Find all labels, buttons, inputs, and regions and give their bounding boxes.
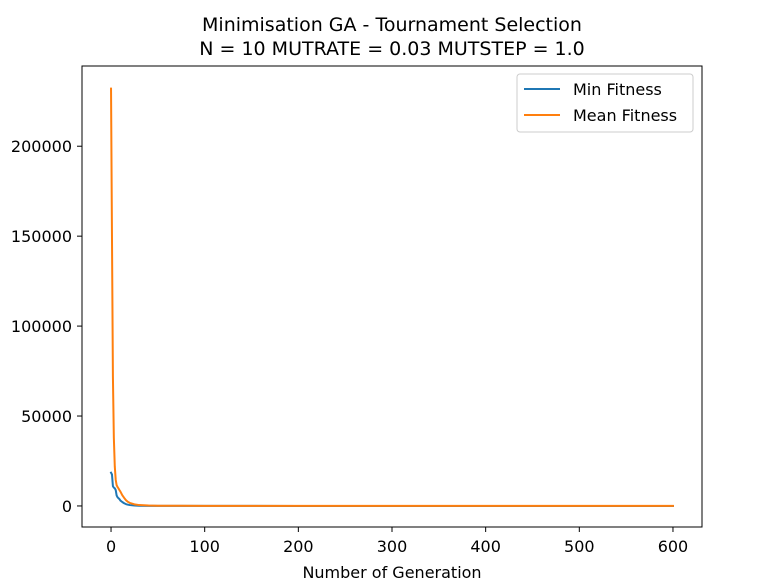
series-layer [109, 87, 674, 507]
x-tick-label: 0 [106, 537, 116, 556]
x-tick-label: 400 [470, 537, 501, 556]
y-tick-label: 100000 [11, 317, 72, 336]
x-tick-label: 200 [283, 537, 314, 556]
legend: Min Fitness Mean Fitness [516, 73, 694, 133]
legend-label-min-fitness: Min Fitness [573, 80, 662, 99]
legend-label-mean-fitness: Mean Fitness [573, 106, 677, 125]
series-line-mean-fitness [110, 87, 674, 507]
y-tick-label: 0 [62, 497, 72, 516]
x-tick-label: 100 [189, 537, 220, 556]
y-tick-label: 150000 [11, 227, 72, 246]
chart-subtitle: N = 10 MUTRATE = 0.03 MUTSTEP = 1.0 [199, 38, 585, 60]
x-tick-label: 300 [377, 537, 408, 556]
y-tick-label: 200000 [11, 137, 72, 156]
x-tick-label: 600 [658, 537, 689, 556]
legend-frame [516, 73, 694, 133]
x-axis: 0 100 200 300 400 500 600 [106, 527, 688, 556]
y-axis: 0 50000 100000 150000 200000 [11, 137, 82, 516]
chart-title: Minimisation GA - Tournament Selection [202, 14, 582, 36]
y-tick-label: 50000 [21, 407, 72, 426]
x-axis-label: Number of Generation [302, 563, 481, 582]
x-tick-label: 500 [564, 537, 595, 556]
